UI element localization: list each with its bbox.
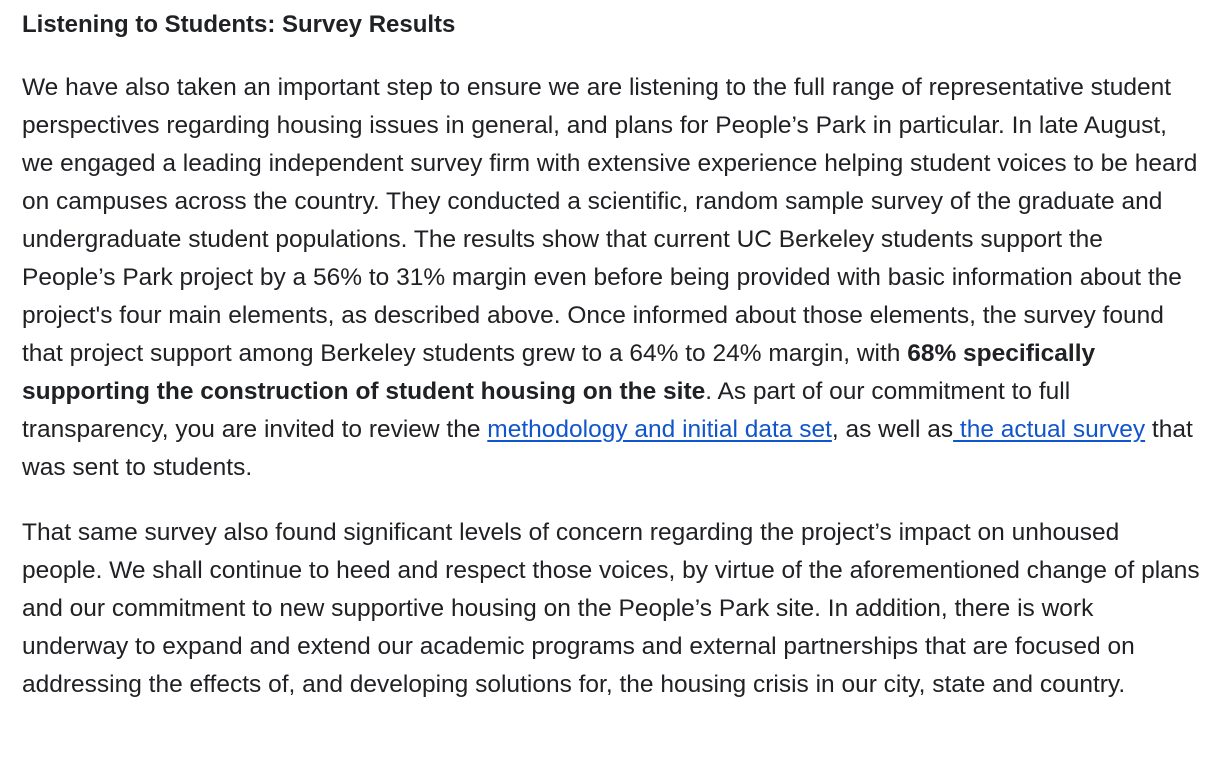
survey-paragraph-text: We have also taken an important step to … <box>22 74 1198 367</box>
link-connector-text: , as well as <box>831 416 954 443</box>
concern-paragraph: That same survey also found significant … <box>22 519 1200 698</box>
methodology-link[interactable]: methodology and initial data set <box>487 416 832 443</box>
section-heading: Listening to Students: Survey Results <box>22 11 456 38</box>
survey-sent-text: that was sent to students. <box>22 416 1193 481</box>
survey-paragraph: We have also taken an important step to … <box>22 69 1200 487</box>
actual-survey-link[interactable]: the actual survey <box>953 416 1146 443</box>
article-body: Listening to Students: Survey Results We… <box>22 0 1200 704</box>
survey-highlight-text: 68% specifically supporting the construc… <box>22 340 1096 405</box>
transparency-text: . As part of our commitment to full tran… <box>22 378 1071 443</box>
